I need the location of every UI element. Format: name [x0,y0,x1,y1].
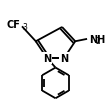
Text: N: N [43,53,51,63]
Text: N: N [60,53,68,63]
Text: CF: CF [6,20,20,30]
Text: 3: 3 [22,23,27,32]
Text: 2: 2 [95,37,100,46]
Text: NH: NH [89,34,105,44]
